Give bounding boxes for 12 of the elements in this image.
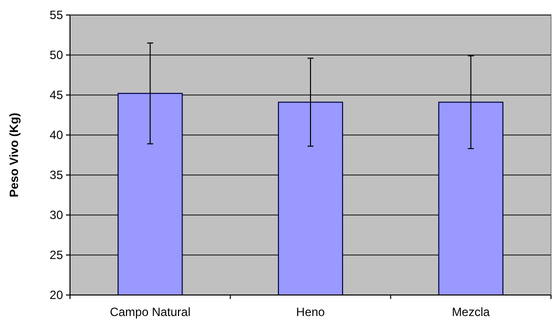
x-tick-label: Mezcla bbox=[452, 305, 490, 319]
x-tick-label: Campo Natural bbox=[110, 305, 191, 319]
y-tick-label: 20 bbox=[50, 288, 64, 302]
y-tick-label: 30 bbox=[50, 208, 64, 222]
y-tick-label: 25 bbox=[50, 248, 64, 262]
y-tick-label: 40 bbox=[50, 128, 64, 142]
y-tick-label: 55 bbox=[50, 8, 64, 22]
y-tick-label: 35 bbox=[50, 168, 64, 182]
y-axis-title: Peso Vivo (Kg) bbox=[7, 112, 21, 198]
x-tick-label: Heno bbox=[296, 305, 326, 319]
y-tick-label: 45 bbox=[50, 88, 64, 102]
y-tick-label: 50 bbox=[50, 48, 64, 62]
